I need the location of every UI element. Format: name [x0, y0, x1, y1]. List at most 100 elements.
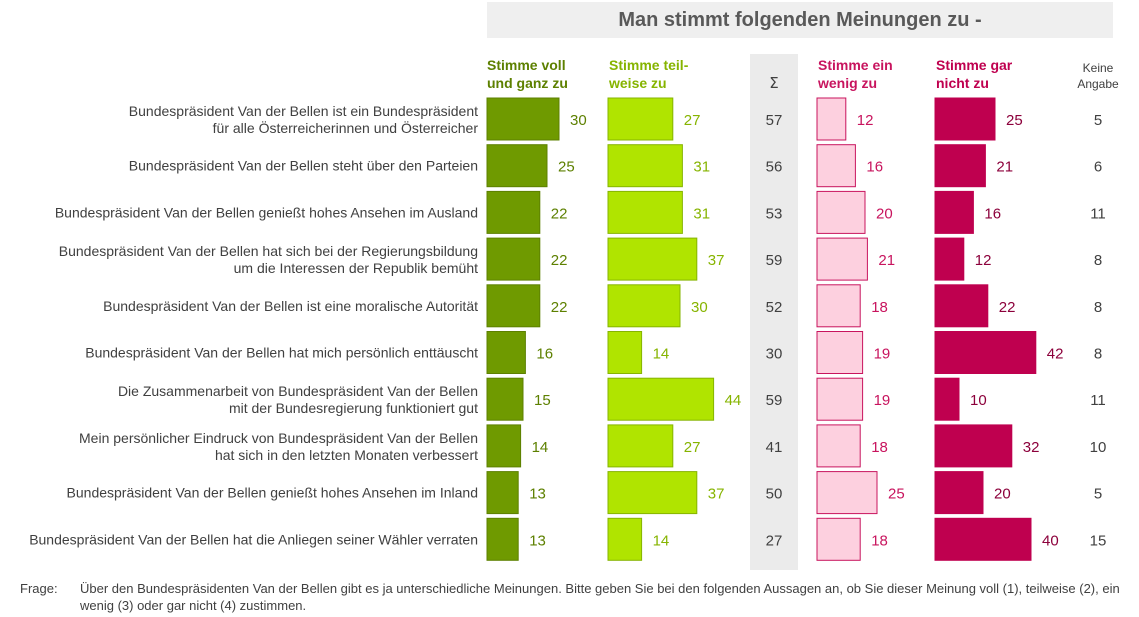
bar-garnicht	[934, 237, 965, 281]
value-label-sum: 52	[766, 299, 783, 316]
value-label-keine: 5	[1094, 486, 1102, 503]
value-label-teilweise: 27	[684, 112, 701, 129]
bar-garnicht	[934, 471, 984, 515]
value-label-teilweise: 30	[691, 299, 708, 316]
value-label-wenig: 18	[871, 439, 888, 456]
sum-column-band	[750, 54, 798, 570]
header-wenig: Stimme ein wenig zu	[818, 56, 893, 92]
value-label-wenig: 16	[866, 159, 883, 176]
bar-teilweise	[607, 97, 674, 141]
value-label-sum: 27	[766, 532, 783, 549]
value-label-sum: 50	[766, 486, 783, 503]
category-label: hat sich in den letzten Monaten verbesse…	[215, 447, 478, 463]
value-label-teilweise: 37	[708, 486, 725, 503]
value-label-sum: 41	[766, 439, 783, 456]
bar-voll	[486, 190, 541, 234]
value-label-wenig: 21	[878, 252, 895, 269]
value-label-keine: 8	[1094, 346, 1102, 363]
chart-title: Man stimmt folgenden Meinungen zu -	[618, 9, 982, 31]
bar-garnicht	[934, 190, 974, 234]
value-label-voll: 30	[570, 112, 587, 129]
value-label-voll: 14	[532, 439, 549, 456]
bar-garnicht	[934, 517, 1032, 561]
header-wenig-line1: Stimme ein	[818, 57, 893, 73]
value-label-wenig: 18	[871, 532, 888, 549]
footnote-text: Über den Bundespräsidenten Van der Belle…	[80, 581, 1120, 613]
bar-wenig	[816, 517, 861, 561]
bar-teilweise	[607, 377, 715, 421]
bar-voll	[486, 144, 548, 188]
value-label-garnicht: 12	[975, 252, 992, 269]
header-voll-line2: und ganz zu	[487, 75, 568, 91]
category-label: Bundespräsident Van der Bellen genießt h…	[55, 204, 478, 220]
category-label: mit der Bundesregierung funktioniert gut	[229, 400, 478, 416]
bar-wenig	[816, 237, 868, 281]
value-label-keine: 15	[1090, 532, 1107, 549]
value-label-keine: 8	[1094, 299, 1102, 316]
value-label-voll: 22	[551, 205, 568, 222]
header-voll-line1: Stimme voll	[487, 57, 566, 73]
value-label-wenig: 19	[874, 346, 891, 363]
header-sum: Σ	[769, 74, 779, 92]
value-label-garnicht: 42	[1047, 346, 1064, 363]
bar-garnicht	[934, 377, 960, 421]
value-label-keine: 8	[1094, 252, 1102, 269]
value-label-sum: 30	[766, 346, 783, 363]
value-label-garnicht: 16	[984, 205, 1001, 222]
value-label-garnicht: 40	[1042, 532, 1059, 549]
bar-wenig	[816, 97, 847, 141]
category-label: für alle Österreicherinnen und Österreic…	[213, 119, 479, 136]
value-label-teilweise: 31	[693, 205, 710, 222]
value-label-sum: 56	[766, 159, 783, 176]
bar-voll	[486, 97, 560, 141]
value-label-teilweise: 31	[693, 159, 710, 176]
category-label: Bundespräsident Van der Bellen hat die A…	[29, 531, 478, 547]
value-label-voll: 15	[534, 392, 551, 409]
bar-wenig	[816, 190, 866, 234]
value-label-keine: 5	[1094, 112, 1102, 129]
value-label-voll: 16	[536, 346, 553, 363]
value-label-sum: 59	[766, 252, 783, 269]
bar-voll	[486, 284, 541, 328]
bar-wenig	[816, 284, 861, 328]
value-label-wenig: 25	[888, 486, 905, 503]
bar-teilweise	[607, 190, 683, 234]
bar-wenig	[816, 331, 864, 374]
bar-teilweise	[607, 517, 643, 561]
bar-wenig	[816, 424, 861, 468]
header-teilweise-line2: weise zu	[609, 75, 667, 91]
value-label-voll: 25	[558, 159, 575, 176]
value-label-teilweise: 27	[684, 439, 701, 456]
header-garnicht: Stimme gar nicht zu	[936, 56, 1012, 92]
value-label-garnicht: 32	[1023, 439, 1040, 456]
category-label: Die Zusammenarbeit von Bundespräsident V…	[118, 383, 478, 399]
bar-garnicht	[934, 284, 989, 328]
bar-teilweise	[607, 331, 643, 374]
bar-voll	[486, 377, 524, 421]
bar-teilweise	[607, 424, 674, 468]
bar-voll	[486, 471, 519, 515]
category-label: Bundespräsident Van der Bellen hat sich …	[59, 243, 478, 259]
value-label-teilweise: 14	[653, 532, 670, 549]
bar-garnicht	[934, 331, 1037, 374]
header-garnicht-line1: Stimme gar	[936, 57, 1013, 73]
value-label-garnicht: 25	[1006, 112, 1023, 129]
bar-teilweise	[607, 284, 681, 328]
bar-wenig	[816, 144, 856, 188]
header-keine-line2: Angabe	[1077, 77, 1119, 91]
bar-voll	[486, 517, 519, 561]
value-label-keine: 11	[1090, 205, 1106, 222]
bar-voll	[486, 237, 541, 281]
value-label-teilweise: 37	[708, 252, 725, 269]
bar-teilweise	[607, 471, 698, 515]
value-label-teilweise: 44	[725, 392, 742, 409]
value-label-garnicht: 21	[996, 159, 1013, 176]
category-label: Mein persönlicher Eindruck von Bundesprä…	[79, 430, 478, 446]
bar-teilweise	[607, 144, 683, 188]
value-label-keine: 10	[1090, 439, 1107, 456]
value-label-keine: 6	[1094, 159, 1102, 176]
value-label-wenig: 18	[871, 299, 888, 316]
header-keine: Keine Angabe	[1068, 60, 1128, 92]
value-label-voll: 22	[551, 299, 568, 316]
